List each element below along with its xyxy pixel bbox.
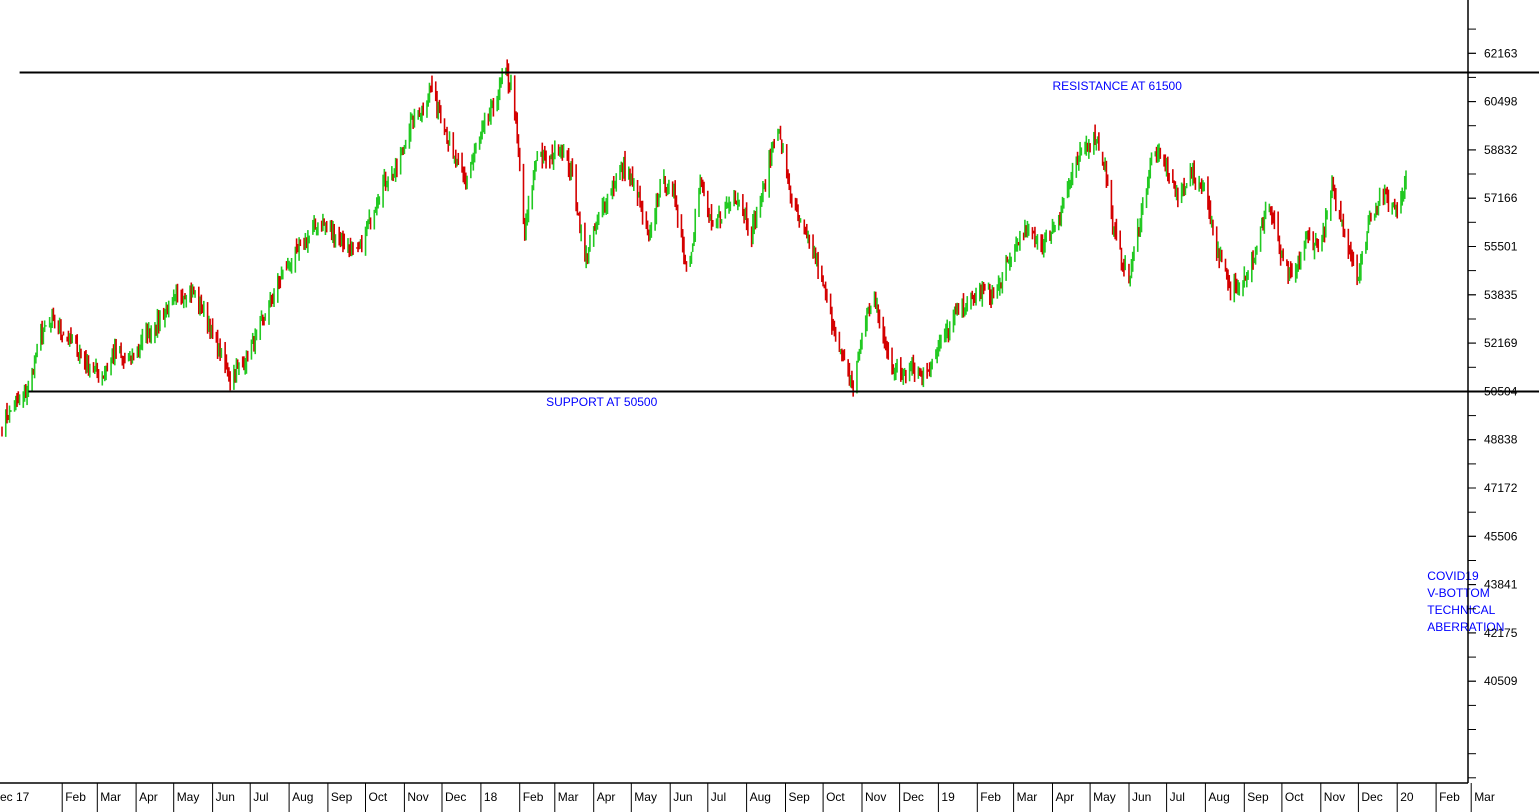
y-tick-label: 40509 xyxy=(1484,674,1518,688)
x-tick-label: Feb xyxy=(65,790,86,804)
x-tick-label: May xyxy=(1093,790,1116,804)
x-tick-label: Apr xyxy=(1056,790,1075,804)
y-tick-label: 43841 xyxy=(1484,578,1518,592)
x-tick-label: Oct xyxy=(369,790,388,804)
x-tick-label: Nov xyxy=(865,790,886,804)
y-tick-label: 45506 xyxy=(1484,529,1518,543)
annotation-line: ABERRATION xyxy=(1427,620,1504,634)
x-tick-label: Feb xyxy=(980,790,1001,804)
y-tick-label: 53835 xyxy=(1484,288,1518,302)
x-tick-label: Nov xyxy=(1324,790,1345,804)
y-tick-label: 48838 xyxy=(1484,433,1518,447)
annotation-line: RESISTANCE AT 61500 xyxy=(1053,79,1183,93)
x-tick-label: ec 17 xyxy=(0,790,30,804)
x-tick-label: Apr xyxy=(139,790,158,804)
y-tick-label: 60498 xyxy=(1484,95,1518,109)
y-tick-label: 57166 xyxy=(1484,191,1518,205)
x-tick-label: Aug xyxy=(1208,790,1229,804)
y-tick-label: 62163 xyxy=(1484,46,1518,60)
annotation-support: SUPPORT AT 50500 xyxy=(546,395,658,409)
x-tick-label: Jul xyxy=(711,790,726,804)
x-tick-label: Feb xyxy=(1439,790,1460,804)
x-tick-label: Aug xyxy=(292,790,313,804)
x-tick-label: Aug xyxy=(750,790,771,804)
y-tick-label: 42175 xyxy=(1484,626,1518,640)
x-tick-label: 18 xyxy=(484,790,498,804)
annotation-line: TECHNICAL xyxy=(1427,603,1495,617)
annotation-line: V-BOTTOM xyxy=(1427,586,1489,600)
annotations: NEW RECORD HIGHRESISTANCE AT 61500SUPPOR… xyxy=(546,79,1504,634)
x-tick-label: Feb xyxy=(523,790,544,804)
x-tick-label: Mar xyxy=(1017,790,1038,804)
y-tick-label: 47172 xyxy=(1484,481,1518,495)
annotation-line: COVID19 xyxy=(1427,569,1479,583)
x-tick-label: Apr xyxy=(597,790,616,804)
y-axis: 62163 60498 58832 57166 55501 53835 52169 50504… xyxy=(1467,0,1518,783)
x-tick-label: Oct xyxy=(826,790,845,804)
annotation-resistance: RESISTANCE AT 61500 xyxy=(1053,79,1183,93)
x-tick-label: Mar xyxy=(558,790,579,804)
x-tick-label: Jun xyxy=(216,790,235,804)
x-tick-label: Jul xyxy=(253,790,268,804)
y-tick-label: 58832 xyxy=(1484,143,1518,157)
y-tick-label: 55501 xyxy=(1484,240,1518,254)
y-tick-label: 52169 xyxy=(1484,336,1518,350)
x-tick-label: Jun xyxy=(1132,790,1151,804)
x-axis: ec 17 Feb Mar Apr May Jun Jul Aug Sep Oct Nov Dec 18… xyxy=(0,782,1495,812)
x-tick-label: Dec xyxy=(1361,790,1382,804)
x-tick-label: Jun xyxy=(673,790,692,804)
x-tick-label: 19 xyxy=(941,790,955,804)
x-tick-label: Mar xyxy=(1474,790,1495,804)
x-tick-label: Jul xyxy=(1170,790,1185,804)
x-tick-label: Sep xyxy=(789,790,811,804)
x-tick-label: Sep xyxy=(1247,790,1269,804)
x-tick-label: Mar xyxy=(100,790,121,804)
candlestick-series xyxy=(1,59,1407,437)
y-tick-label: 50504 xyxy=(1484,384,1518,398)
annotation-line: SUPPORT AT 50500 xyxy=(546,395,658,409)
reference-lines xyxy=(19,71,1539,393)
x-tick-label: Dec xyxy=(903,790,924,804)
annotation-covid: COVID19 V-BOTTOM TECHNICAL ABERRATION xyxy=(1427,569,1504,634)
x-tick-label: Oct xyxy=(1285,790,1304,804)
x-tick-label: Nov xyxy=(407,790,428,804)
x-tick-label: May xyxy=(177,790,200,804)
x-tick-label: Dec xyxy=(445,790,466,804)
x-tick-label: 20 xyxy=(1400,790,1414,804)
x-tick-label: May xyxy=(634,790,657,804)
x-tick-label: Sep xyxy=(331,790,353,804)
